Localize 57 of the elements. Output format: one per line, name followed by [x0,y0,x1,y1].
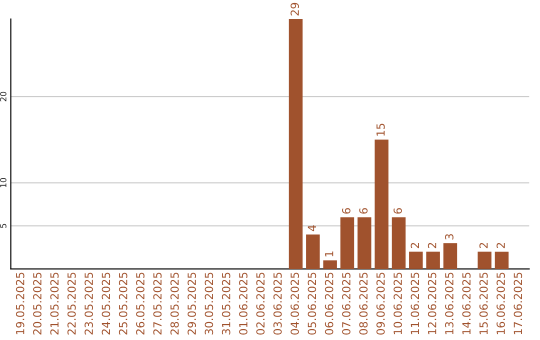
x-tick-label: 01.06.2025 [239,272,248,335]
y-tick-label: 5 [0,224,6,228]
y-tick-label: 20 [0,92,6,102]
x-tick-label: 16.06.2025 [496,272,505,334]
x-tick-label: 25.05.2025 [118,272,128,335]
x-tick-label: 21.05.2025 [50,272,59,335]
x-tick-label: 17.06.2025 [514,272,522,334]
bar [288,19,303,269]
x-tick-label: 27.05.2025 [153,272,162,335]
x-tick-label: 19.05.2025 [16,272,24,334]
x-tick-label: 07.06.2025 [342,272,350,335]
data-label: 29 [290,2,299,16]
bar [374,140,388,269]
x-tick-label: 26.05.2025 [136,272,144,335]
data-label: 2 [410,242,419,248]
x-tick-label: 28.05.2025 [170,272,179,335]
data-label: 2 [496,242,505,248]
x-tick-label: 15.06.2025 [479,272,488,334]
bar [478,252,492,269]
x-tick-label: 30.05.2025 [204,272,214,334]
bar [323,260,337,269]
bar [443,243,458,269]
data-label: 2 [428,242,436,248]
data-label: 3 [445,234,454,240]
bar [494,252,509,269]
data-label: 6 [394,208,402,214]
x-tick-label: 14.06.2025 [462,272,471,334]
bar [409,252,423,269]
x-tick-label: 11.06.2025 [410,272,420,334]
data-label: 4 [308,225,316,232]
x-tick-label: 31.05.2025 [222,272,230,334]
x-tick-label: 12.06.2025 [428,272,436,334]
data-label: 1 [325,252,334,256]
x-tick-label: 29.05.2025 [188,272,196,335]
x-tick-label: 03.06.2025 [273,272,282,335]
x-tick-label: 20.05.2025 [33,272,42,335]
x-tick-label: 10.06.2025 [394,272,402,334]
x-tick-label: 23.05.2025 [84,272,93,335]
x-tick-label: 05.06.2025 [308,272,316,335]
x-tick-label: 13.06.2025 [445,272,454,334]
data-label: 15 [376,124,385,136]
data-label: 6 [359,208,368,214]
data-label: 2 [479,242,488,248]
bar [392,217,406,269]
bar [426,252,440,269]
bar [358,217,372,269]
data-label: 6 [342,208,350,214]
x-tick-label: 24.05.2025 [102,272,110,335]
bar [340,217,354,269]
x-tick-label: 04.06.2025 [290,272,299,335]
x-tick-label: 08.06.2025 [359,272,368,335]
x-tick-label: 02.06.2025 [256,272,265,335]
y-tick-label: 10 [0,178,6,188]
x-tick-label: 06.06.2025 [324,272,334,335]
x-tick-label: 09.06.2025 [376,272,385,335]
x-tick-label: 22.05.2025 [67,272,76,335]
bar [306,234,320,269]
